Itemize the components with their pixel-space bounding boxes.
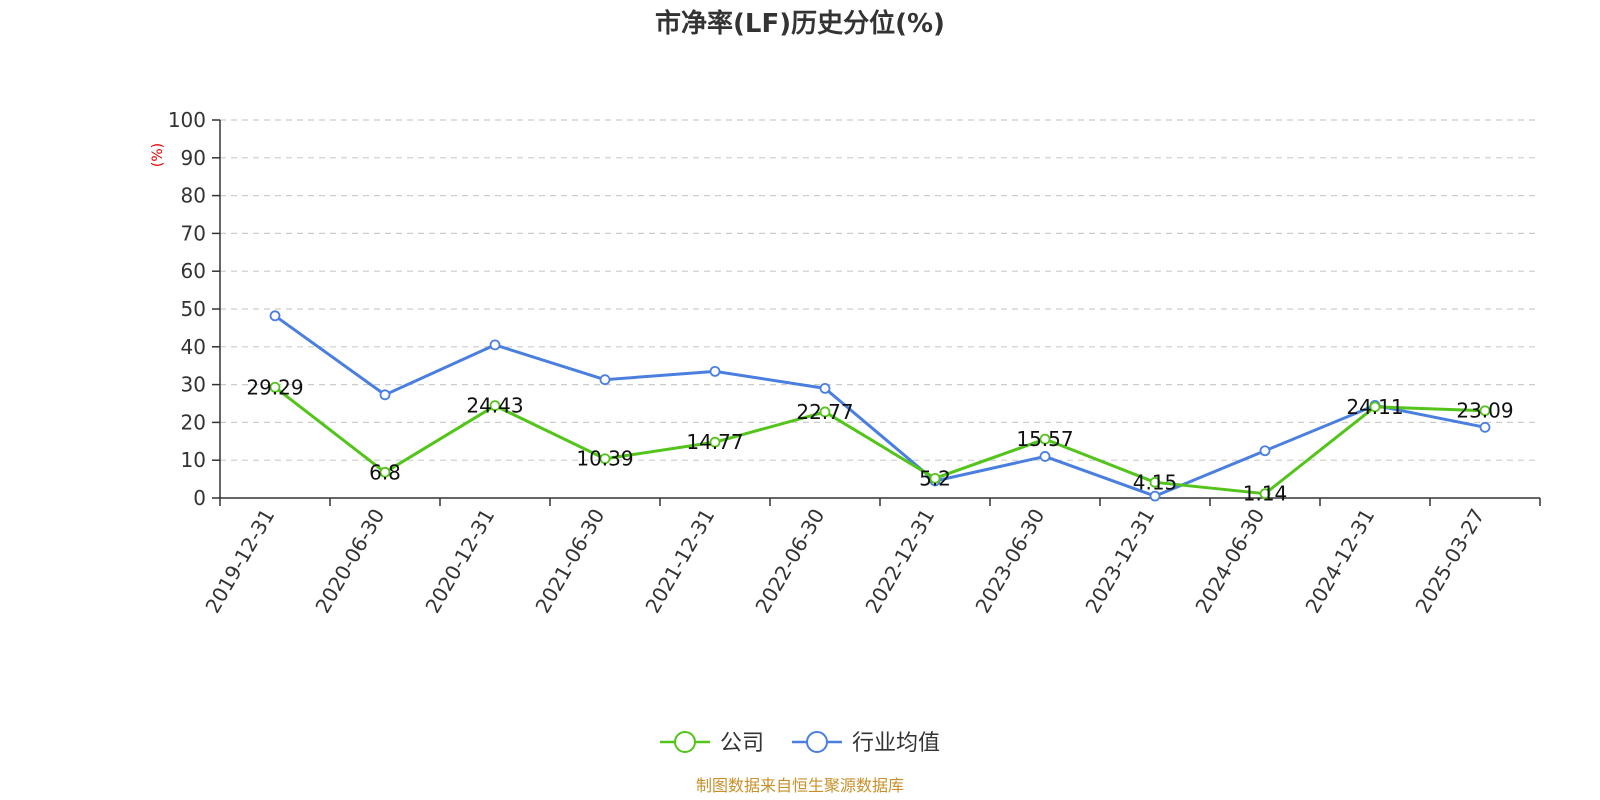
data-label: 15.57 — [1016, 427, 1073, 451]
y-tick-label: 20 — [181, 410, 206, 434]
y-tick-label: 10 — [181, 448, 206, 472]
y-tick-label: 50 — [181, 297, 206, 321]
data-point[interactable] — [599, 374, 611, 386]
data-point[interactable] — [269, 310, 281, 322]
data-point[interactable] — [819, 382, 831, 394]
data-point[interactable] — [1259, 445, 1271, 457]
data-label: 14.77 — [686, 430, 743, 454]
axes: 0 10 20 30 40 50 60 70 80 90 100 2019-12-31 2020-06-… — [168, 108, 1541, 618]
x-tick-label: 2024-06-30 — [1190, 505, 1269, 618]
x-tick-label: 2020-12-31 — [420, 505, 499, 618]
series-company — [269, 381, 1491, 500]
x-tick-label: 2022-06-30 — [750, 505, 829, 618]
y-tick-label: 30 — [181, 373, 206, 397]
data-point[interactable] — [929, 472, 941, 484]
data-point[interactable] — [1149, 476, 1161, 488]
series-industry-average — [269, 310, 1491, 502]
data-point[interactable] — [1039, 433, 1051, 445]
data-point[interactable] — [1479, 405, 1491, 417]
x-tick-label: 2021-06-30 — [530, 505, 609, 618]
x-tick-label: 2023-12-31 — [1080, 505, 1159, 618]
grid-lines — [220, 119, 1540, 461]
data-point[interactable] — [599, 453, 611, 465]
data-label: 10.39 — [576, 447, 633, 471]
data-point[interactable] — [1039, 451, 1051, 462]
chart-title: 市净率(LF)历史分位(%) — [655, 8, 945, 39]
legend-item[interactable]: 公司 — [660, 731, 764, 756]
data-point[interactable] — [1149, 490, 1161, 502]
x-tick-label: 2021-12-31 — [640, 505, 719, 618]
x-tick-label: 2025-03-27 — [1410, 505, 1489, 618]
y-tick-label: 40 — [181, 335, 206, 359]
data-label: 4.15 — [1133, 470, 1178, 494]
legend-label: 公司 — [720, 731, 764, 756]
data-point[interactable] — [1479, 421, 1491, 433]
series-lines — [269, 310, 1491, 502]
data-point[interactable] — [709, 436, 721, 448]
x-tick-label: 2022-12-31 — [860, 505, 939, 618]
data-label: 24.11 — [1346, 395, 1403, 419]
data-point[interactable] — [269, 381, 281, 393]
y-tick-label: 70 — [181, 221, 206, 245]
y-tick-label: 80 — [181, 184, 206, 208]
data-labels: 29.29 6.8 24.43 10.39 14.77 22.77 5.2 15.57 4.15… — [246, 375, 1513, 505]
y-tick-label: 100 — [168, 108, 206, 132]
data-point[interactable] — [1259, 488, 1271, 500]
data-label: 1.14 — [1243, 482, 1288, 506]
data-label: 5.2 — [919, 466, 951, 490]
data-point[interactable] — [709, 365, 721, 377]
legend[interactable]: 公司 行业均值 — [660, 731, 940, 756]
legend-item[interactable]: 行业均值 — [792, 731, 940, 756]
x-tick-label: 2023-06-30 — [970, 505, 1049, 618]
y-tick-label: 90 — [181, 146, 206, 170]
data-point[interactable] — [1369, 401, 1381, 413]
data-label: 29.29 — [246, 375, 303, 399]
series-line — [274, 386, 1486, 496]
data-label: 23.09 — [1456, 399, 1513, 423]
data-label: 22.77 — [796, 400, 853, 424]
data-label: 6.8 — [369, 460, 401, 484]
source-note: 制图数据来自恒生聚源数据库 — [696, 776, 904, 795]
y-axis-unit-label: (%) — [150, 143, 166, 167]
legend-marker — [806, 731, 828, 753]
y-tick-label: 0 — [193, 486, 206, 510]
y-tick-label: 60 — [181, 259, 206, 283]
x-tick-label: 2020-06-30 — [310, 505, 389, 618]
x-tick-label: 2024-12-31 — [1300, 505, 1379, 618]
data-point[interactable] — [489, 339, 501, 351]
legend-label: 行业均值 — [852, 731, 940, 756]
data-point[interactable] — [489, 400, 501, 412]
data-point[interactable] — [379, 466, 391, 478]
data-point[interactable] — [379, 389, 391, 401]
data-label: 24.43 — [466, 394, 523, 418]
series-line — [274, 314, 1486, 498]
legend-marker — [674, 731, 696, 753]
data-point[interactable] — [819, 406, 831, 418]
x-tick-label: 2019-12-31 — [200, 505, 279, 618]
